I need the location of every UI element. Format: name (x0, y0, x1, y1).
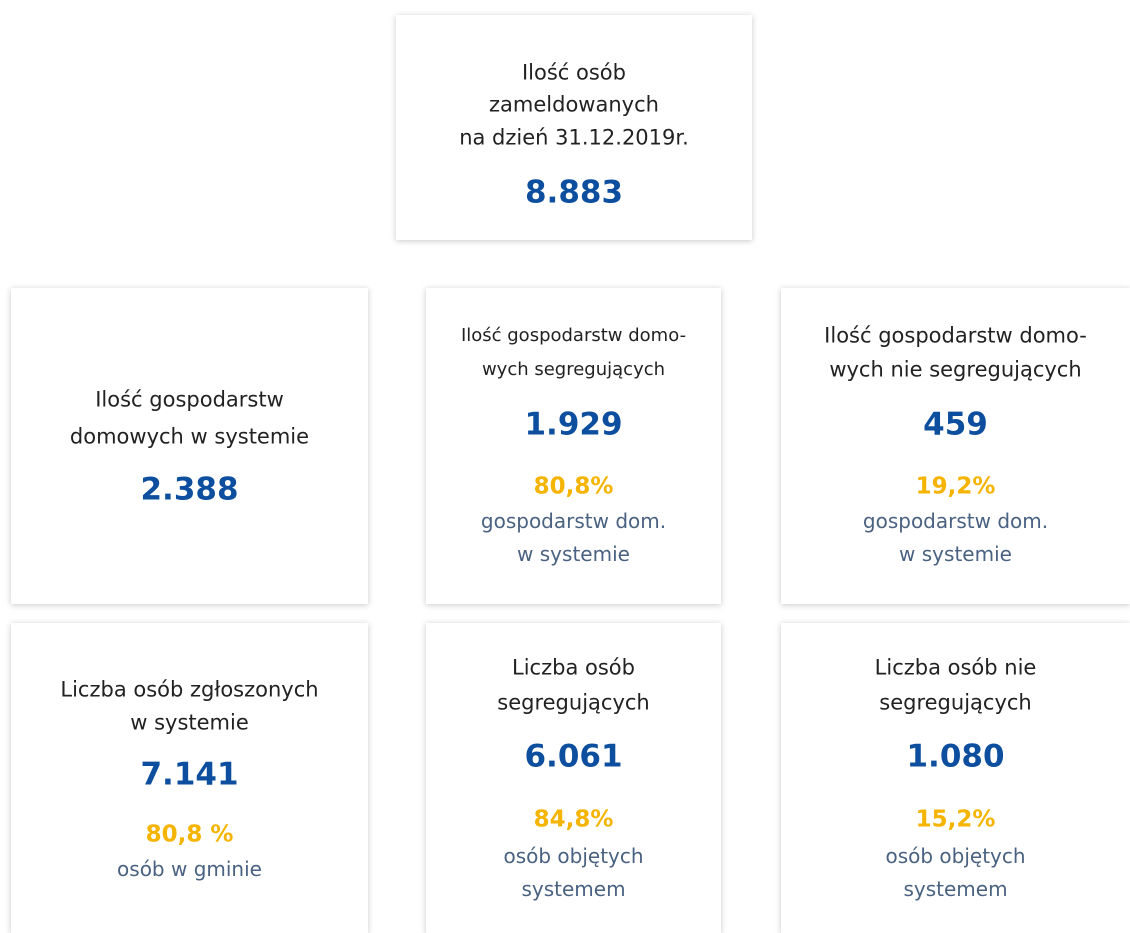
card-title: Liczba osób nie (874, 655, 1037, 680)
card-note: w systemie (517, 542, 630, 566)
card-title: wych segregujących (481, 359, 666, 380)
card-title: na dzień 31.12.2019r. (459, 125, 689, 150)
card-percent: 80,8 % (145, 821, 234, 848)
card-value: 7.141 (140, 756, 239, 793)
stat-card: Ilość osób zameldowanych na dzień 31.12.20… (396, 15, 752, 240)
card-title: Ilość gospodarstw (95, 387, 284, 412)
card-percent: 19,2% (915, 473, 996, 500)
stat-card: Liczba osób zgłoszonych w systemie 7.141 80… (11, 623, 368, 933)
card-note: gospodarstw dom. (480, 509, 667, 533)
stat-card: Ilość gospodarstw domo-wych segregującyc… (426, 288, 721, 604)
card-title: Liczba osób (512, 655, 635, 680)
card-title: Ilość gospodarstw domo- (824, 323, 1087, 348)
card-value: 459 (923, 406, 988, 443)
card-title: domowych w systemie (69, 424, 310, 449)
card-title: segregujących (497, 690, 650, 715)
card-percent: 84,8% (533, 806, 614, 833)
card-note: systemem (903, 877, 1008, 901)
card-title: segregujących (879, 690, 1032, 715)
card-value: 2.388 (140, 471, 239, 508)
card-title: w systemie (130, 710, 249, 735)
stat-card: Ilość gospodarstw domowych w systemie 2.38… (11, 288, 368, 604)
card-value: 1.080 (906, 738, 1005, 775)
stat-card: Ilość gospodarstw domo-wych nie segreguj… (781, 288, 1130, 604)
card-note: w systemie (899, 542, 1012, 566)
card-note: osób objętych (885, 844, 1026, 868)
card-title: wych nie segregujących (829, 357, 1082, 382)
card-note: osób objętych (503, 844, 644, 868)
card-note: osób w gminie (117, 857, 262, 881)
card-value: 6.061 (524, 738, 623, 775)
stat-card: Liczba osób segregujących 6.061 84,8% osób o… (426, 623, 721, 933)
card-percent: 15,2% (915, 806, 996, 833)
card-title: Liczba osób zgłoszonych (60, 677, 319, 702)
card-note: systemem (521, 877, 626, 901)
card-note: gospodarstw dom. (862, 509, 1049, 533)
card-value: 8.883 (524, 174, 624, 211)
card-percent: 80,8% (533, 473, 614, 500)
card-title: zameldowanych (489, 92, 659, 117)
card-title: Ilość osób (521, 60, 626, 85)
card-title: Ilość gospodarstw domo- (460, 325, 687, 346)
stat-card: Liczba osób nie segregujących 1.080 15,2% os… (781, 623, 1130, 933)
card-value: 1.929 (524, 406, 623, 443)
